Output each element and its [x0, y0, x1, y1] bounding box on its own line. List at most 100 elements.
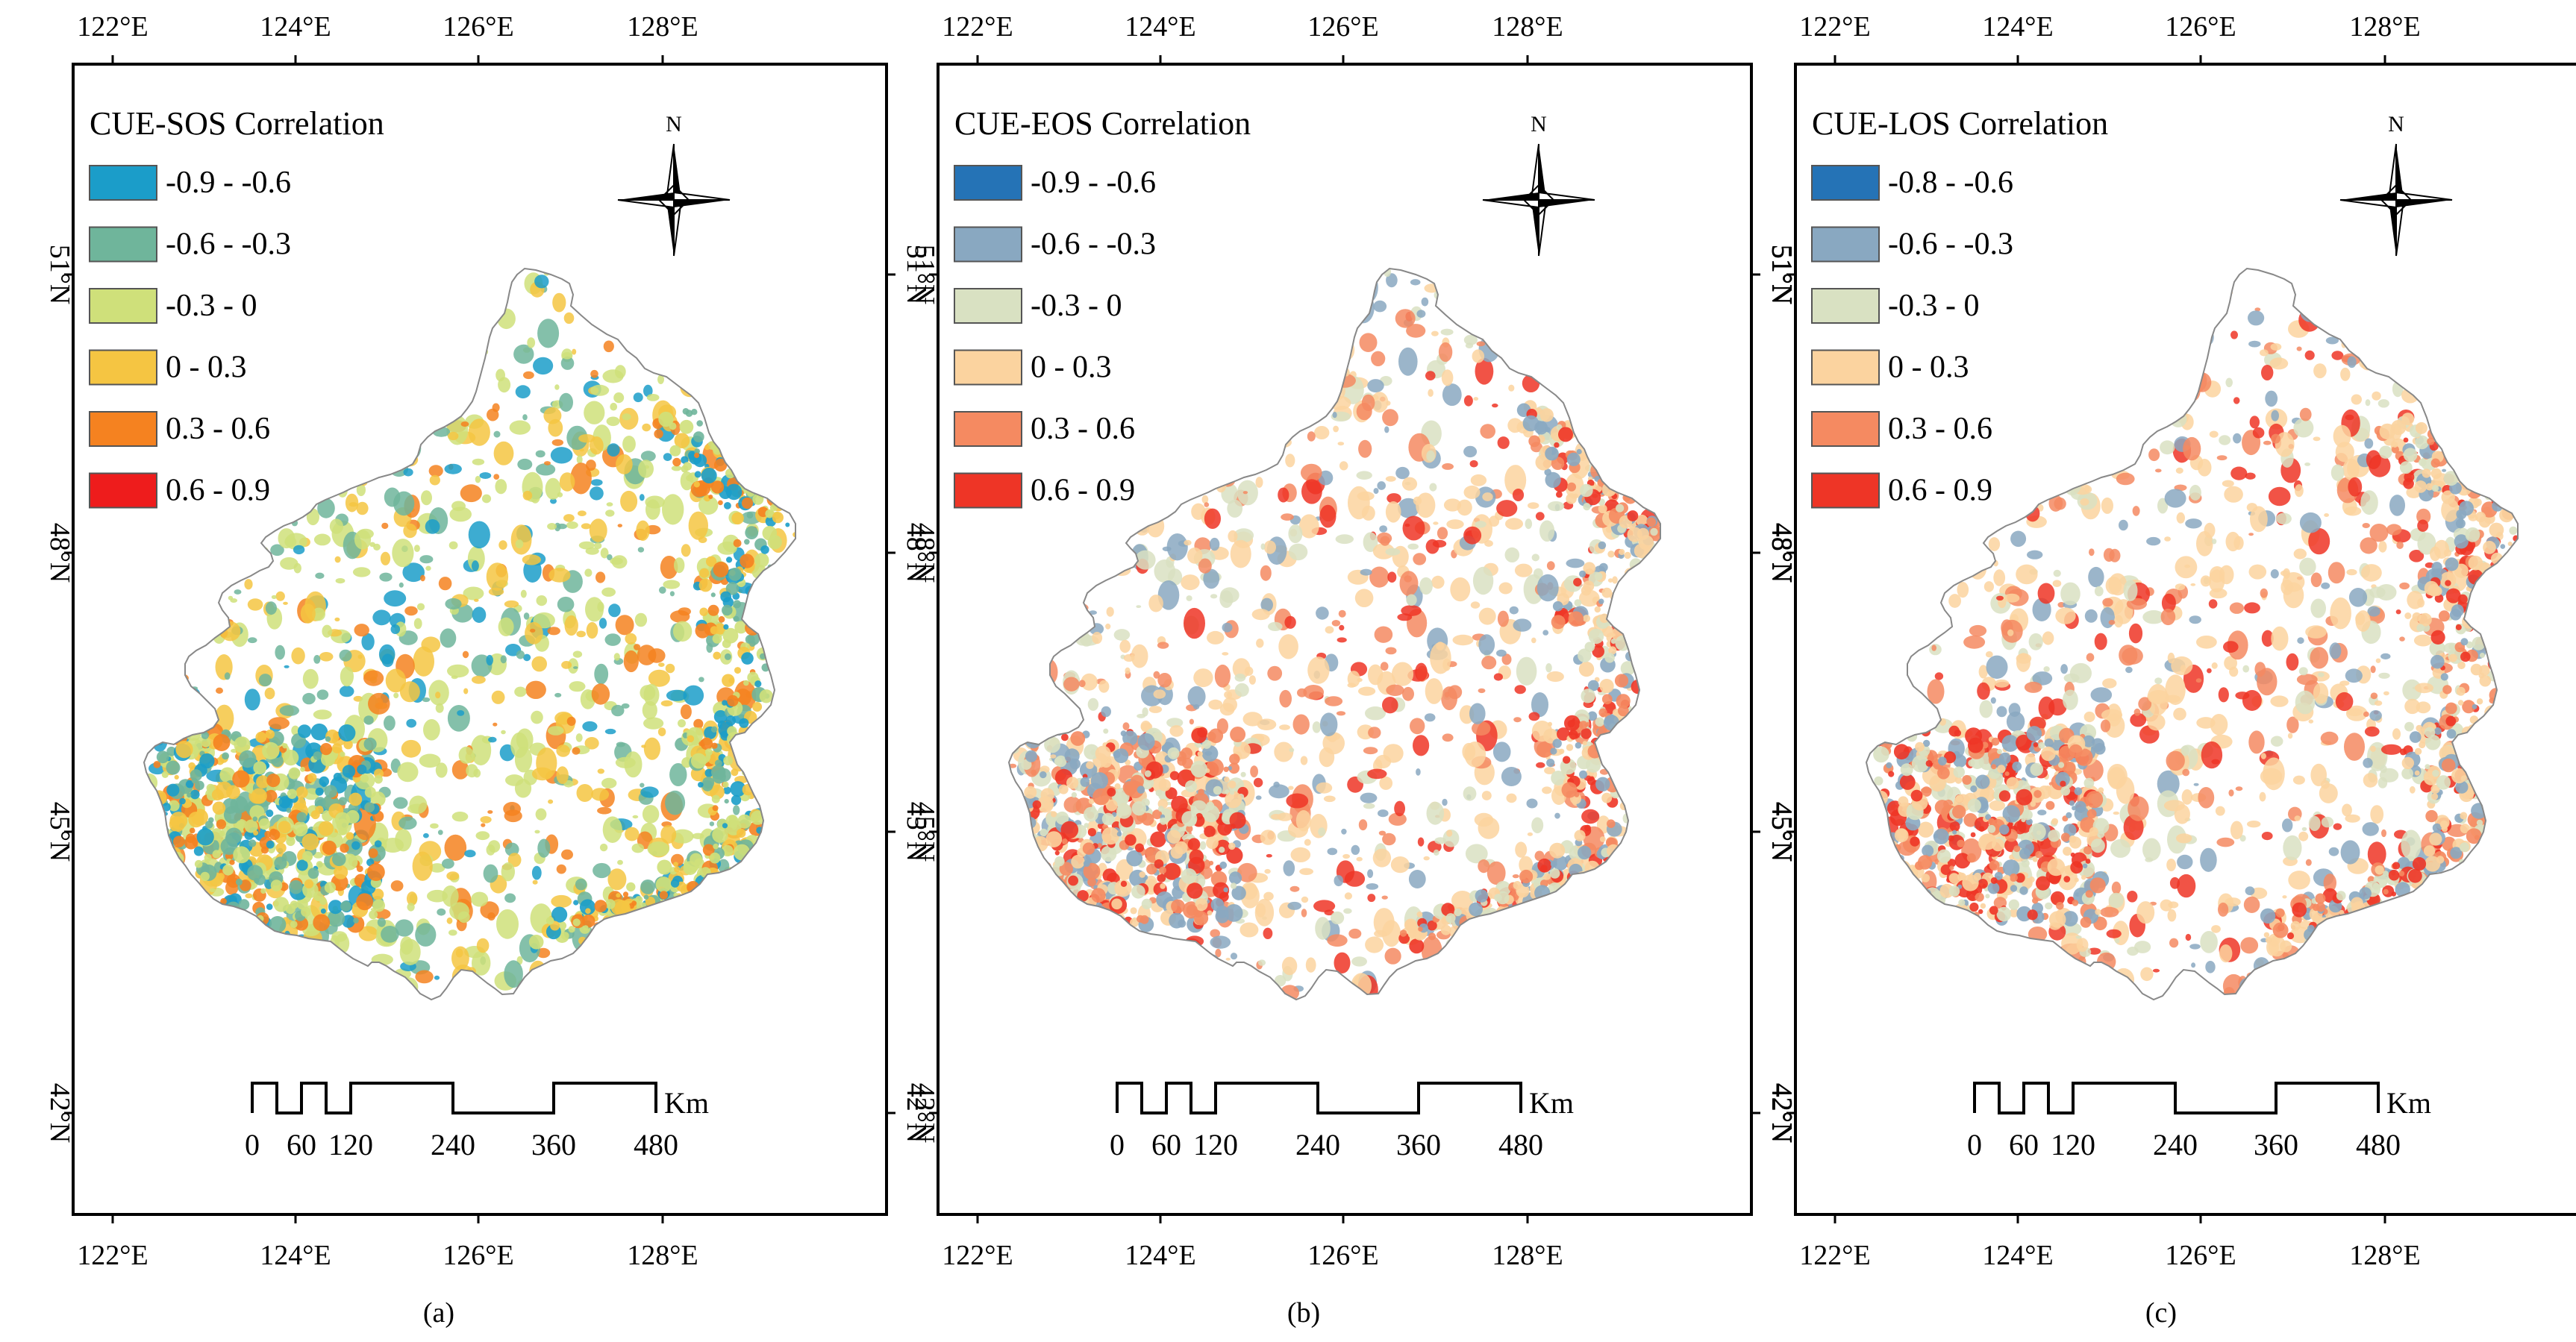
raster-patch — [741, 497, 754, 509]
raster-patch — [1279, 689, 1292, 708]
raster-patch — [1279, 724, 1290, 730]
raster-patch — [2100, 606, 2116, 629]
raster-patch — [1083, 862, 1101, 880]
raster-patch — [2249, 416, 2260, 429]
raster-patch — [643, 737, 661, 760]
raster-patch — [398, 582, 404, 588]
raster-patch — [1040, 771, 1047, 779]
raster-patch — [1336, 711, 1346, 716]
north-label: N — [1531, 112, 1547, 137]
raster-patch — [581, 914, 595, 928]
raster-patch — [604, 633, 621, 646]
raster-patch — [557, 596, 575, 612]
raster-patch — [1374, 626, 1393, 643]
lat-label-left: 48°N — [909, 523, 940, 583]
raster-patch — [428, 465, 443, 477]
raster-patch — [658, 411, 674, 427]
raster-patch — [1263, 540, 1276, 554]
raster-patch — [2362, 822, 2379, 836]
raster-patch — [752, 702, 763, 712]
raster-patch — [1584, 824, 1591, 832]
raster-patch — [191, 777, 198, 784]
raster-patch — [429, 474, 440, 486]
raster-patch — [313, 852, 323, 859]
raster-patch — [2127, 891, 2138, 903]
raster-patch — [1137, 733, 1155, 750]
raster-patch — [621, 703, 630, 709]
raster-patch — [319, 776, 330, 787]
raster-patch — [560, 932, 569, 940]
raster-patch — [1084, 823, 1090, 828]
raster-patch — [1230, 953, 1238, 960]
raster-patch — [419, 555, 434, 564]
lon-label-bottom: 128°E — [1492, 1240, 1563, 1271]
raster-patch — [188, 762, 196, 770]
raster-patch — [2313, 363, 2327, 379]
raster-patch — [1544, 767, 1555, 774]
raster-patch — [733, 615, 740, 622]
raster-patch — [2215, 806, 2225, 816]
raster-patch — [335, 578, 346, 584]
raster-patch — [296, 898, 308, 910]
raster-patch — [1228, 842, 1236, 850]
raster-patch — [728, 677, 734, 684]
raster-patch — [480, 816, 492, 824]
raster-patch — [717, 768, 731, 782]
raster-patch — [187, 792, 192, 798]
raster-patch — [1360, 792, 1378, 803]
raster-patch — [1234, 683, 1249, 697]
raster-patch — [607, 554, 613, 561]
raster-patch — [600, 548, 609, 559]
raster-patch — [1153, 671, 1160, 679]
raster-patch — [1545, 663, 1552, 673]
raster-patch — [731, 768, 739, 777]
raster-patch — [2175, 556, 2198, 579]
raster-patch — [1257, 959, 1266, 966]
raster-patch — [1331, 911, 1345, 925]
raster-patch — [206, 783, 215, 792]
north-label: N — [666, 112, 682, 137]
raster-patch — [399, 938, 421, 966]
raster-patch — [1514, 685, 1526, 694]
raster-patch — [1111, 898, 1122, 910]
raster-patch — [1618, 705, 1629, 717]
raster-patch — [2298, 831, 2309, 841]
raster-patch — [1380, 662, 1389, 671]
raster-patch — [2344, 506, 2362, 516]
raster-patch — [189, 827, 196, 834]
raster-patch — [1472, 349, 1485, 363]
raster-patch — [1413, 735, 1430, 756]
raster-patch — [1137, 786, 1145, 794]
raster-patch — [438, 577, 452, 591]
raster-patch — [1528, 502, 1539, 509]
raster-patch — [2230, 466, 2248, 480]
lon-label-top: 124°E — [1982, 11, 2053, 43]
raster-patch — [2245, 886, 2255, 896]
raster-patch — [1505, 518, 1523, 530]
raster-patch — [273, 897, 290, 912]
raster-patch — [1616, 504, 1625, 512]
raster-patch — [1536, 741, 1553, 758]
raster-patch — [1068, 875, 1078, 886]
raster-patch — [593, 862, 611, 879]
legend-swatch — [954, 288, 1022, 324]
raster-patch — [523, 653, 531, 662]
raster-patch — [1413, 553, 1427, 565]
raster-patch — [1599, 679, 1614, 694]
raster-patch — [1277, 812, 1292, 821]
raster-patch — [722, 674, 735, 687]
raster-patch — [1504, 465, 1527, 496]
raster-patch — [1154, 859, 1164, 869]
raster-patch — [395, 919, 414, 937]
raster-patch — [728, 568, 742, 581]
raster-patch — [528, 935, 544, 950]
raster-patch — [537, 838, 551, 858]
raster-patch — [586, 460, 596, 471]
raster-patch — [688, 511, 708, 540]
raster-patch — [1365, 706, 1386, 721]
raster-patch — [1125, 834, 1137, 846]
raster-patch — [607, 443, 620, 457]
raster-patch — [435, 692, 441, 699]
raster-patch — [523, 371, 534, 380]
raster-patch — [381, 653, 394, 668]
